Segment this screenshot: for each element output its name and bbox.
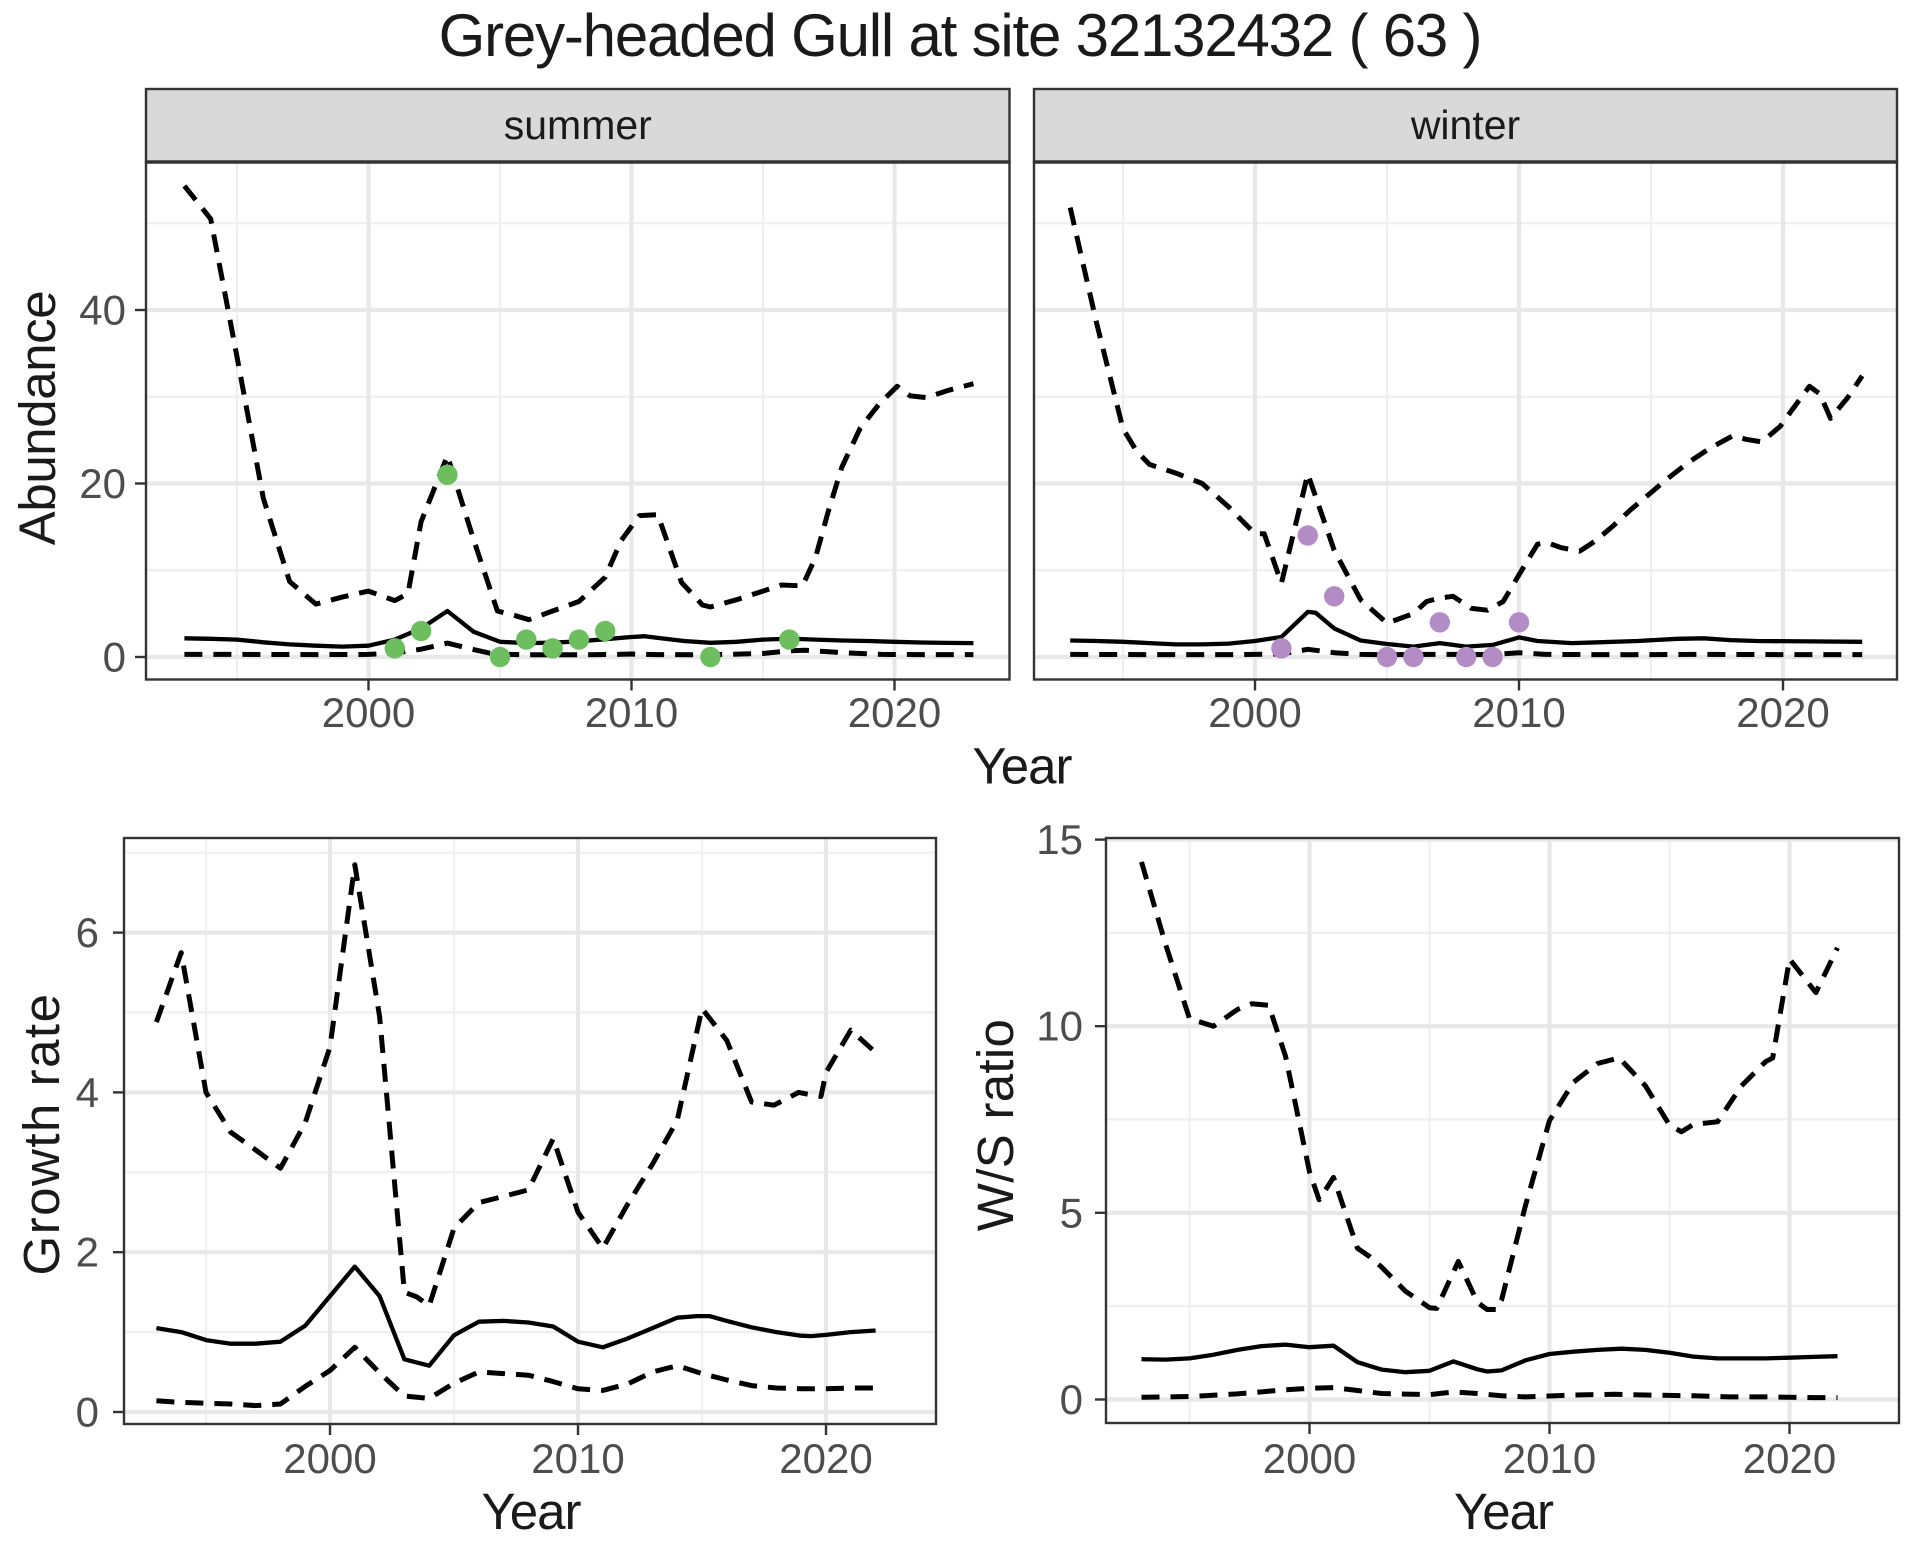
svg-text:2020: 2020 [1736,689,1829,736]
svg-text:5: 5 [1060,1189,1083,1236]
svg-text:W/S ratio: W/S ratio [967,1019,1024,1231]
svg-text:2020: 2020 [848,689,941,736]
svg-text:Abundance: Abundance [9,291,66,545]
svg-text:2010: 2010 [585,689,678,736]
svg-text:2010: 2010 [531,1435,624,1482]
svg-text:20: 20 [79,460,126,507]
svg-text:6: 6 [76,909,99,956]
svg-text:2000: 2000 [322,689,415,736]
svg-text:Year: Year [972,738,1072,795]
svg-text:Growth rate: Growth rate [13,993,70,1276]
svg-text:2000: 2000 [1208,689,1301,736]
svg-text:4: 4 [76,1069,99,1116]
svg-text:2000: 2000 [1263,1435,1356,1482]
svg-text:summer: summer [504,102,652,148]
svg-text:0: 0 [1060,1376,1083,1423]
svg-text:15: 15 [1036,816,1083,863]
svg-text:Year: Year [1454,1483,1554,1540]
svg-text:Grey-headed Gull at site 32132: Grey-headed Gull at site 32132432 ( 63 ) [439,2,1482,69]
svg-text:Year: Year [481,1483,581,1540]
svg-text:2020: 2020 [1743,1435,1836,1482]
svg-text:0: 0 [76,1389,99,1436]
svg-text:0: 0 [103,634,126,681]
svg-text:40: 40 [79,287,126,334]
svg-text:2020: 2020 [779,1435,872,1482]
svg-text:2: 2 [76,1229,99,1276]
svg-text:2000: 2000 [283,1435,376,1482]
svg-text:10: 10 [1036,1003,1083,1050]
svg-text:2010: 2010 [1503,1435,1596,1482]
svg-text:2010: 2010 [1472,689,1565,736]
svg-text:winter: winter [1410,102,1520,148]
